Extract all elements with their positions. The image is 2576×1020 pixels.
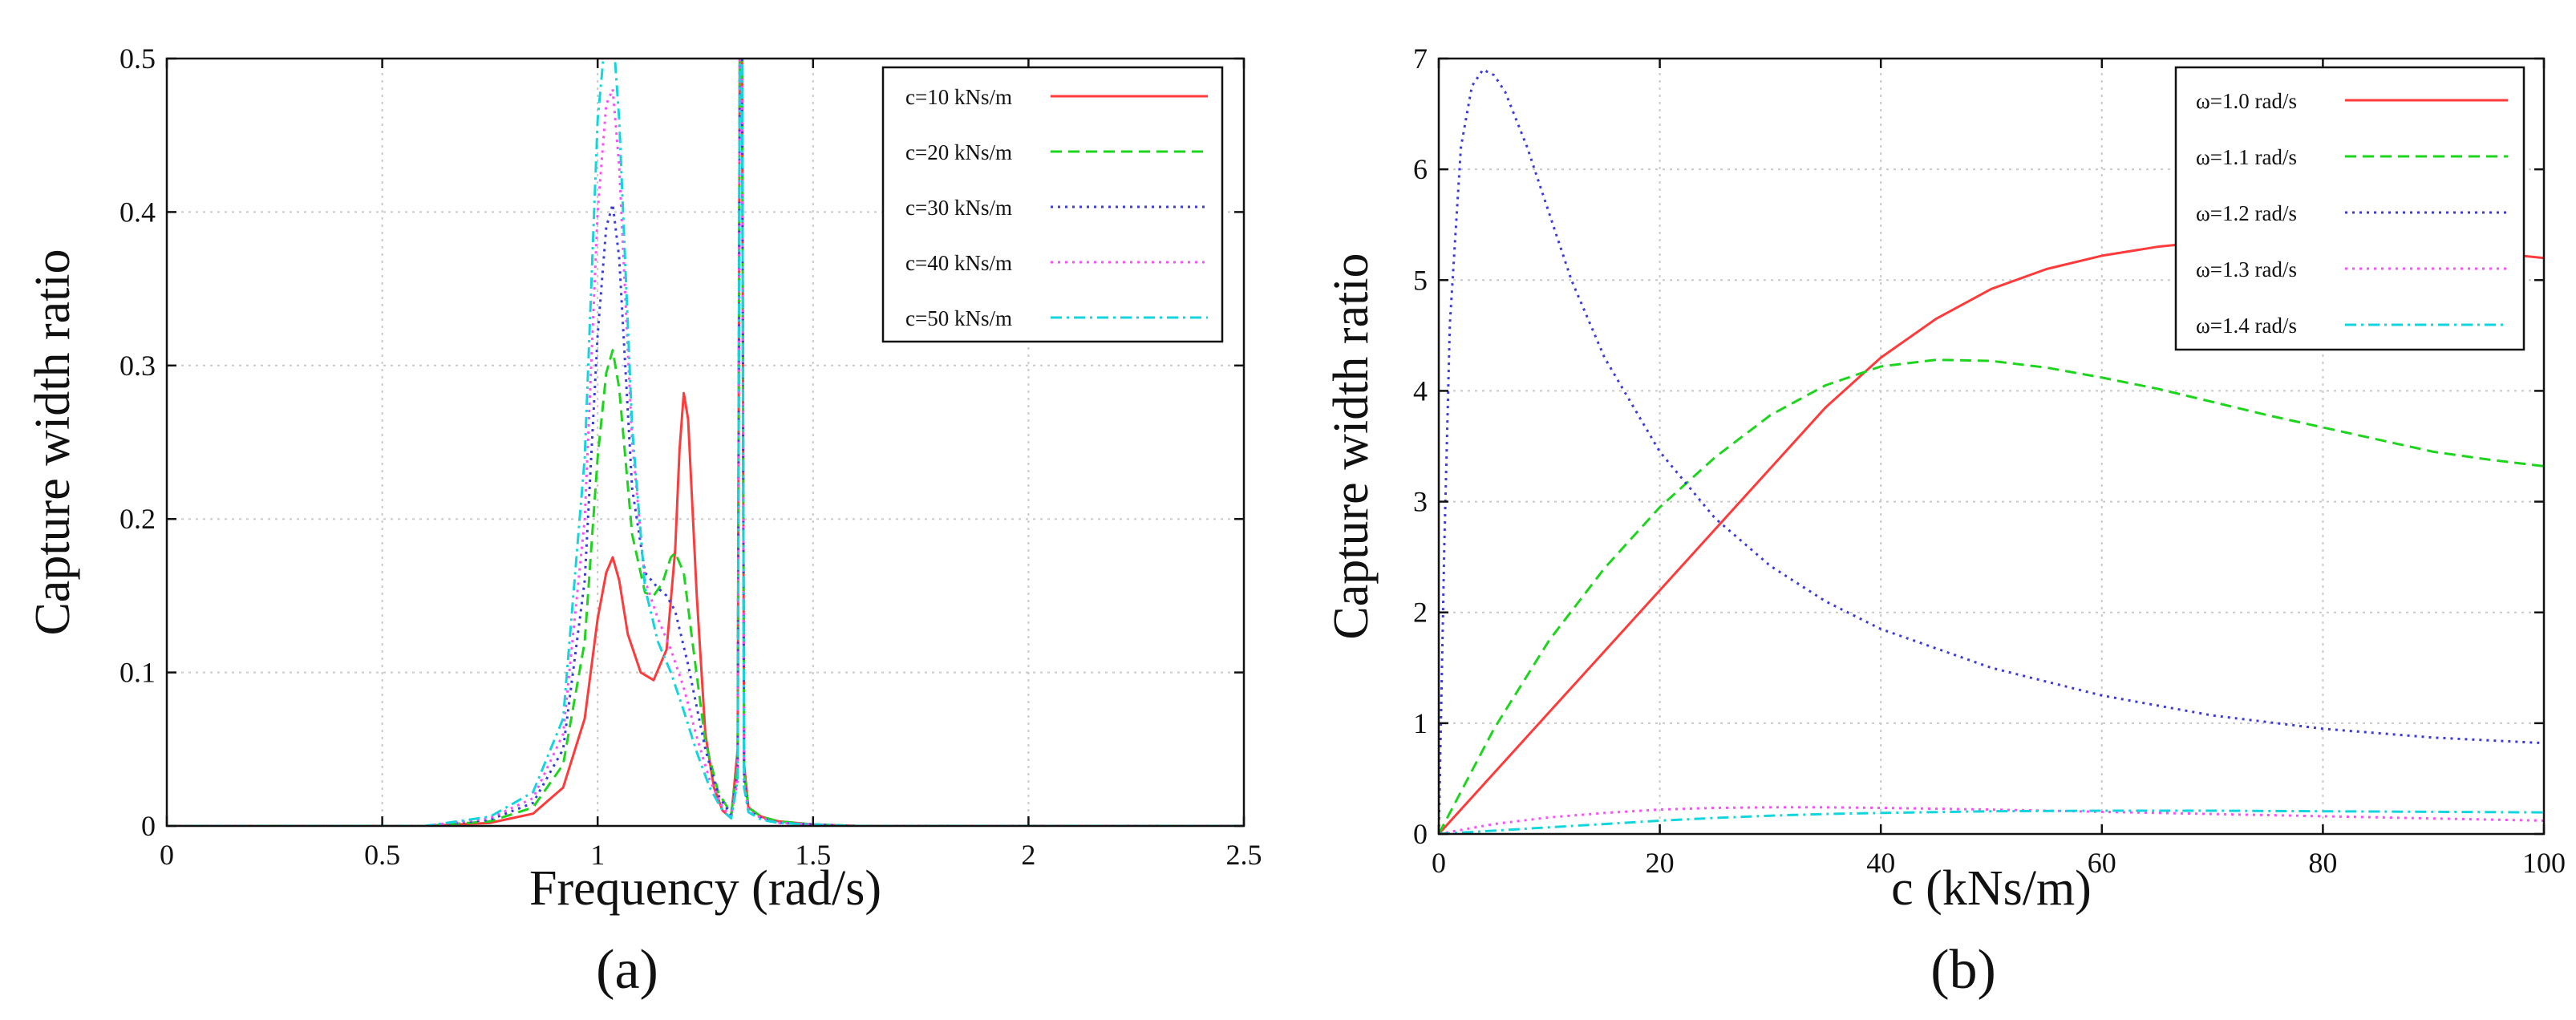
legend-label: ω=1.1 rad/s [2196,145,2297,169]
x-tick-label: 0.5 [364,839,400,871]
y-tick-label: 0.5 [119,42,156,75]
series-line-5 [167,59,1244,826]
x-tick-label: 1.5 [795,839,831,871]
x-tick-label: 2.5 [1226,839,1262,871]
legend-label: c=50 kNs/m [905,306,1012,330]
grid [167,59,1244,826]
legend-label: c=10 kNs/m [905,85,1012,109]
series-line-2 [167,59,1244,826]
series-group [167,59,1244,826]
legend-label: c=40 kNs/m [905,251,1012,275]
legend-label: ω=1.0 rad/s [2196,89,2297,113]
plot-frame [165,57,1245,828]
legend-label: ω=1.4 rad/s [2196,314,2297,338]
y-tick-label: 6 [1413,153,1428,185]
legend-label: c=20 kNs/m [905,140,1012,164]
y-tick-label: 0.2 [119,503,156,535]
x-tick-label: 2 [1021,839,1035,871]
x-tick-label: 100 [2522,847,2566,879]
y-tick-label: 0.1 [119,657,156,689]
y-tick-label: 7 [1413,42,1428,75]
x-tick-label: 20 [1646,847,1675,879]
legend-label: ω=1.3 rad/s [2196,257,2297,281]
legend: ω=1.0 rad/s ω=1.1 rad/s ω=1.2 rad/s ω=1.3 r… [2174,66,2525,351]
y-tick-label: 5 [1413,264,1428,296]
y-axis-title: Capture width ratio [1324,253,1379,639]
x-tick-label: 80 [2308,847,2337,879]
legend-box [881,66,1224,343]
y-tick-label: 4 [1413,374,1428,407]
y-tick-label: 0.3 [119,350,156,382]
x-tick-label: 1 [590,839,605,871]
y-tick-label: 0.4 [119,196,156,228]
series-line-5 [1439,809,2544,834]
y-tick-label: 1 [1413,707,1428,739]
chart-panel-a: 0 0.5 1 1.5 2 2.5 0 0.1 0.2 0.3 0.4 0.5 Frequency (r… [26,42,1262,1001]
x-tick-label: 60 [2088,847,2116,879]
y-tick-label: 2 [1413,597,1428,629]
chart-panel-b: 0 20 40 60 80 100 0 1 2 3 4 5 6 7 c (kNs/m) Capture wid… [1324,42,2566,1001]
series-line-4 [167,59,1244,826]
panel-caption: (b) [1930,939,1996,1001]
legend-label: ω=1.2 rad/s [2196,201,2297,225]
legend-label: c=30 kNs/m [905,196,1012,220]
x-axis-title: Frequency (rad/s) [529,861,881,916]
series-line-2 [1439,358,2544,834]
legend-box [2174,66,2525,351]
panel-caption: (a) [596,939,658,1001]
y-axis-title: Capture width ratio [26,249,80,635]
y-tick-label: 3 [1413,486,1428,518]
series-line-4 [1439,806,2544,834]
legend: c=10 kNs/m c=20 kNs/m c=30 kNs/m c=40 kNs/m… [881,66,1224,343]
x-tick-label: 0 [160,839,174,871]
x-tick-label: 0 [1432,847,1446,879]
x-axis-title: c (kNs/m) [1891,861,2092,916]
x-tick-label: 40 [1866,847,1895,879]
y-tick-label: 0 [1413,818,1428,850]
plot-frame [1437,57,2546,836]
y-tick-label: 0 [141,810,156,842]
